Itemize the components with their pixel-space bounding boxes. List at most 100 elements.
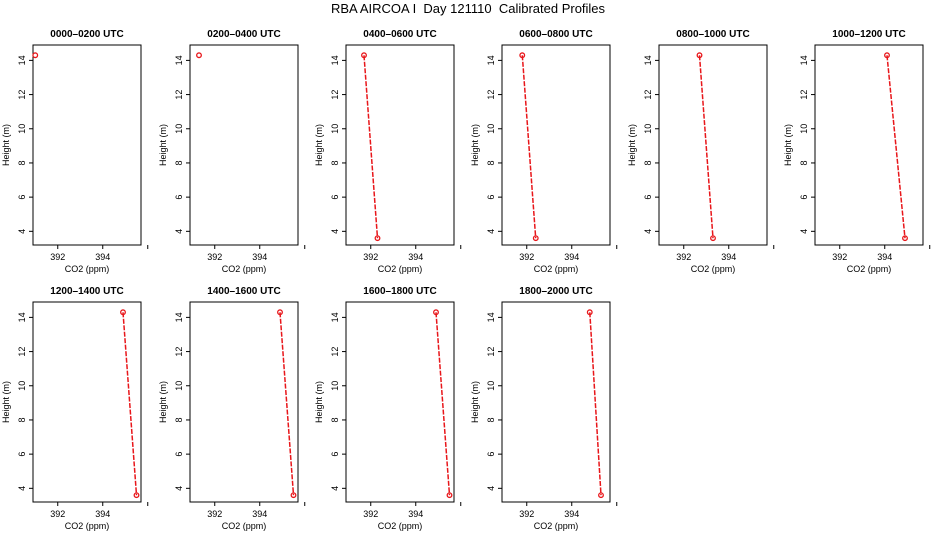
y-axis-label: Height (m) — [627, 124, 637, 166]
y-tick-label: 10 — [486, 124, 496, 134]
y-tick-label: 14 — [486, 312, 496, 322]
y-tick-label: 12 — [17, 347, 27, 357]
data-point — [902, 235, 908, 242]
data-point — [133, 492, 140, 499]
y-tick-label: 6 — [643, 195, 653, 200]
profile-panel: 0800–1000 UTC 392 394 4 6 8 10 12 14 CO2 (ppm) Hei… — [627, 29, 775, 274]
plot-frame — [32, 301, 142, 503]
y-tick-label: 12 — [486, 90, 496, 100]
x-tick-label: 392 — [50, 252, 65, 262]
plot-frame — [189, 301, 299, 503]
plot-frame — [32, 44, 142, 246]
y-tick-label: 4 — [330, 229, 340, 234]
y-axis-label: Height (m) — [470, 124, 480, 166]
panel-title: 1600–1800 UTC — [363, 286, 436, 297]
y-tick-label: 10 — [174, 381, 184, 391]
x-tick-label: 394 — [877, 252, 892, 262]
y-tick-label: 10 — [486, 381, 496, 391]
panel-title: 1400–1600 UTC — [207, 286, 280, 297]
page-title: RBA AIRCOA I Day 121110 Calibrated Profi… — [330, 1, 606, 16]
data-point — [586, 309, 593, 316]
y-tick-label: 8 — [643, 160, 653, 165]
profile-line — [589, 312, 602, 496]
x-tick-label: 392 — [363, 509, 378, 519]
y-tick-label: 4 — [643, 229, 653, 234]
y-tick-label: 8 — [174, 417, 184, 422]
y-tick-label: 6 — [174, 195, 184, 200]
y-tick-label: 4 — [174, 486, 184, 491]
x-tick-label: 394 — [408, 252, 423, 262]
plot-frame — [501, 301, 611, 503]
panel-title: 0000–0200 UTC — [50, 29, 123, 40]
profile-line — [279, 312, 295, 496]
profile-line — [521, 55, 537, 239]
y-tick-label: 4 — [486, 486, 496, 491]
x-tick-label: 392 — [519, 509, 534, 519]
profile-line — [363, 55, 379, 239]
y-tick-label: 12 — [486, 347, 496, 357]
y-tick-label: 14 — [174, 312, 184, 322]
panel-title: 1200–1400 UTC — [50, 286, 123, 297]
y-tick-label: 14 — [174, 55, 184, 65]
profile-panel: 0000–0200 UTC 392 394 4 6 8 10 12 14 CO2 (ppm) Hei… — [1, 29, 149, 274]
profile-panel: 1200–1400 UTC 392 394 4 6 8 10 12 14 CO2 (ppm) Hei… — [1, 286, 149, 531]
x-tick-label: 394 — [252, 252, 267, 262]
y-tick-label: 10 — [17, 124, 27, 134]
plot-frame — [345, 44, 455, 246]
y-tick-label: 8 — [330, 160, 340, 165]
profile-line — [886, 55, 906, 239]
y-tick-label: 4 — [17, 486, 27, 491]
y-tick-label: 10 — [17, 381, 27, 391]
y-axis-label: Height (m) — [1, 124, 11, 166]
profile-panel: 0400–0600 UTC 392 394 4 6 8 10 12 14 CO2 (ppm) Hei… — [314, 29, 462, 274]
y-tick-label: 4 — [174, 229, 184, 234]
y-tick-label: 6 — [486, 195, 496, 200]
y-axis-label: Height (m) — [470, 381, 480, 423]
panel-title: 0600–0800 UTC — [519, 29, 592, 40]
data-point — [710, 235, 716, 242]
y-tick-label: 14 — [330, 55, 340, 65]
y-axis-label: Height (m) — [1, 381, 11, 423]
data-point — [884, 52, 890, 59]
data-point — [290, 492, 297, 499]
x-tick-label: 394 — [95, 252, 110, 262]
data-point — [120, 309, 126, 316]
y-tick-label: 6 — [799, 195, 809, 200]
y-tick-label: 6 — [17, 452, 27, 457]
x-axis-label: CO2 (ppm) — [65, 264, 110, 274]
data-point — [32, 52, 39, 59]
panel-title: 1000–1200 UTC — [832, 29, 905, 40]
data-point — [277, 309, 283, 316]
x-tick-label: 394 — [564, 252, 579, 262]
y-tick-label: 6 — [330, 195, 340, 200]
x-axis-label: CO2 (ppm) — [65, 521, 110, 531]
x-tick-label: 392 — [207, 509, 222, 519]
y-tick-label: 4 — [799, 229, 809, 234]
x-tick-label: 392 — [207, 252, 222, 262]
x-axis-label: CO2 (ppm) — [378, 264, 423, 274]
y-tick-label: 6 — [17, 195, 27, 200]
x-tick-label: 394 — [564, 509, 579, 519]
panel-title: 1800–2000 UTC — [519, 286, 592, 297]
x-axis-label: CO2 (ppm) — [534, 264, 579, 274]
x-axis-label: CO2 (ppm) — [691, 264, 736, 274]
x-axis-label: CO2 (ppm) — [378, 521, 423, 531]
plot-frame — [658, 44, 768, 246]
plot-frame — [814, 44, 924, 246]
y-tick-label: 8 — [799, 160, 809, 165]
data-point — [696, 52, 703, 59]
y-tick-label: 6 — [486, 452, 496, 457]
plot-frame — [501, 44, 611, 246]
data-point — [361, 52, 367, 59]
profile-line — [435, 312, 451, 496]
x-tick-label: 394 — [252, 509, 267, 519]
y-tick-label: 6 — [174, 452, 184, 457]
y-tick-label: 14 — [799, 55, 809, 65]
x-tick-label: 392 — [50, 509, 65, 519]
y-tick-label: 12 — [174, 347, 184, 357]
plot-frame — [345, 301, 455, 503]
data-point — [433, 309, 439, 316]
y-tick-label: 12 — [799, 90, 809, 100]
y-axis-label: Height (m) — [158, 381, 168, 423]
